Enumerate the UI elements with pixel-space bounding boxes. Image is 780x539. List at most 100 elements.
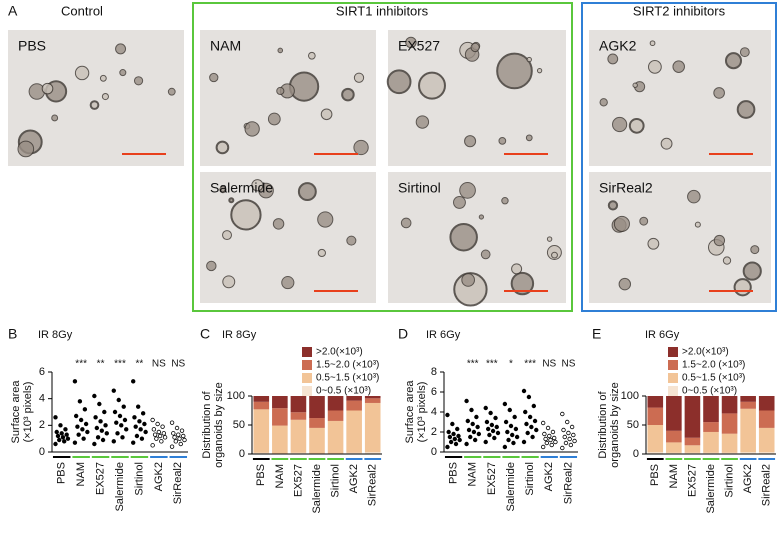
- bar-segment: [666, 452, 682, 454]
- data-point: [95, 435, 101, 440]
- data-point: [571, 432, 576, 438]
- organoid: [470, 42, 480, 53]
- data-point: [53, 441, 58, 447]
- organoid: [317, 211, 334, 228]
- data-point: [488, 410, 493, 416]
- data-point: [510, 432, 515, 438]
- image-label: Salermide: [210, 180, 273, 196]
- data-point: [177, 436, 182, 441]
- data-point: [93, 415, 98, 420]
- y-tick-label: 8: [431, 366, 437, 378]
- legend-swatch: [302, 347, 312, 357]
- significance-label: ***: [114, 359, 126, 370]
- organoid: [353, 139, 369, 156]
- bar-segment: [346, 396, 362, 401]
- y-axis-label: (×10³ pixels): [22, 382, 34, 443]
- data-point: [505, 429, 510, 435]
- data-point: [521, 439, 527, 445]
- x-tick-label: PBS: [649, 464, 661, 486]
- panel-label: B: [8, 326, 17, 342]
- data-point: [476, 431, 482, 437]
- data-point: [525, 430, 530, 436]
- data-point: [82, 407, 88, 412]
- data-point: [83, 421, 89, 427]
- data-point: [171, 431, 176, 436]
- data-point: [543, 436, 548, 442]
- organoid: [307, 51, 316, 60]
- data-point: [565, 419, 570, 425]
- bar-segment: [327, 396, 344, 411]
- x-tick-label: Salermide: [311, 464, 323, 514]
- data-point: [549, 442, 554, 448]
- x-tick-label: NAM: [274, 464, 286, 488]
- bar-segment: [272, 396, 288, 409]
- x-tick-label: Sirtinol: [133, 462, 145, 496]
- data-point: [59, 431, 64, 436]
- bar-segment: [703, 422, 719, 432]
- data-point: [457, 437, 462, 443]
- organoid: [526, 56, 532, 63]
- bar-segment: [253, 452, 270, 454]
- data-point: [77, 399, 83, 404]
- organoid: [215, 140, 230, 155]
- organoid: [99, 74, 107, 82]
- data-point: [174, 425, 180, 431]
- data-point: [545, 425, 551, 431]
- data-point: [131, 440, 136, 445]
- data-point: [456, 433, 461, 439]
- chart-title: IR 6Gy: [645, 329, 680, 341]
- data-point: [489, 422, 495, 428]
- data-point: [548, 437, 553, 443]
- organoid: [607, 53, 619, 65]
- panel-label: D: [398, 326, 408, 342]
- y-tick-label: 4: [39, 393, 45, 405]
- data-point: [92, 393, 97, 399]
- organoid: [739, 47, 750, 58]
- data-point: [182, 437, 187, 443]
- panel-label: E: [592, 326, 601, 342]
- organoid: [272, 218, 285, 230]
- data-point: [131, 379, 136, 384]
- data-point: [464, 441, 469, 447]
- bar-segment: [309, 396, 325, 419]
- organoid: [461, 273, 475, 287]
- x-tick-label: Salermide: [705, 464, 717, 514]
- organoid: [639, 216, 649, 226]
- data-point: [492, 435, 497, 441]
- data-point: [532, 418, 538, 424]
- data-point: [471, 429, 477, 435]
- data-point: [453, 441, 459, 447]
- data-point: [53, 415, 58, 420]
- organoid: [228, 197, 235, 204]
- data-point: [151, 427, 157, 432]
- organoid: [536, 68, 543, 74]
- organoid: [346, 235, 357, 246]
- data-point: [502, 444, 508, 450]
- legend-swatch: [668, 360, 678, 370]
- legend-swatch: [302, 373, 312, 383]
- legend-label: 0.5~1.5 (×10³): [682, 373, 745, 384]
- bar-segment: [703, 452, 719, 454]
- organoid: [317, 248, 326, 258]
- data-point: [162, 435, 168, 440]
- organoid: [724, 52, 743, 70]
- bar-segment: [721, 413, 738, 434]
- organoid: [51, 114, 59, 122]
- data-point: [75, 424, 80, 429]
- bar-segment: [290, 412, 307, 420]
- x-tick-label: PBS: [447, 462, 459, 484]
- organoid: [672, 60, 685, 73]
- data-point: [154, 436, 159, 441]
- data-point: [160, 424, 165, 429]
- y-axis-label: (×10³ pixels): [416, 382, 428, 443]
- x-tick-label: SirReal2: [367, 464, 379, 506]
- data-point: [57, 437, 62, 443]
- organoid: [418, 71, 446, 100]
- data-point: [542, 431, 547, 437]
- organoid: [632, 82, 638, 88]
- x-tick-label: Salermide: [505, 462, 517, 512]
- significance-label: ***: [524, 359, 536, 370]
- x-tick-label: NAM: [668, 464, 680, 488]
- y-tick-label: 0: [633, 448, 639, 460]
- data-point: [513, 426, 519, 432]
